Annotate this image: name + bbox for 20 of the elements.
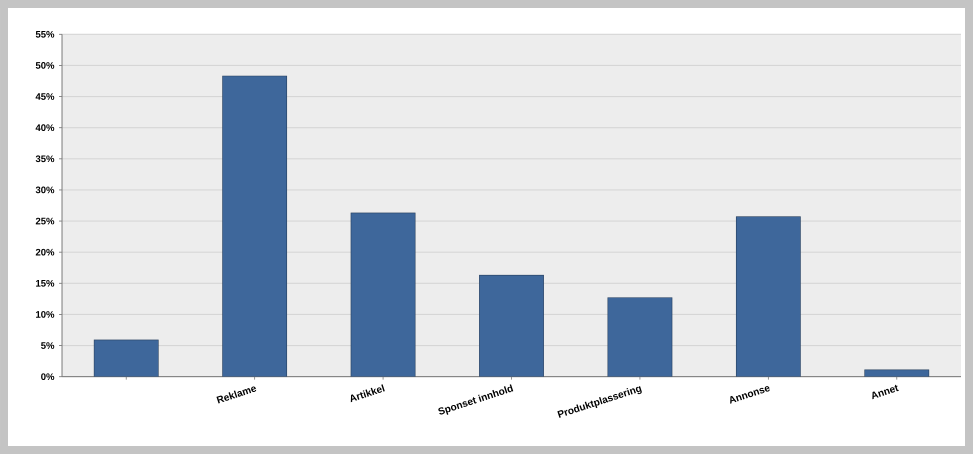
y-tick-label: 45% (36, 93, 54, 100)
y-tick-label: 40% (36, 124, 54, 132)
y-tick-label: 10% (36, 311, 54, 318)
bar (736, 216, 801, 377)
bar (608, 297, 672, 377)
y-tick-label: 50% (36, 62, 54, 69)
y-tick-label: 55% (36, 30, 54, 38)
bar (864, 370, 930, 377)
bar (94, 340, 159, 377)
bar (479, 274, 544, 377)
y-tick-label: 20% (36, 248, 54, 256)
y-tick-label: 5% (41, 342, 54, 349)
y-tick-label: 35% (36, 155, 54, 162)
y-tick-label: 15% (36, 280, 54, 287)
bar (350, 212, 416, 377)
bar (222, 76, 288, 377)
y-tick-label: 30% (36, 186, 54, 194)
x-tick-label: Annet (872, 384, 899, 400)
y-tick-label: 0% (41, 373, 54, 380)
y-tick-label: 25% (36, 218, 54, 224)
